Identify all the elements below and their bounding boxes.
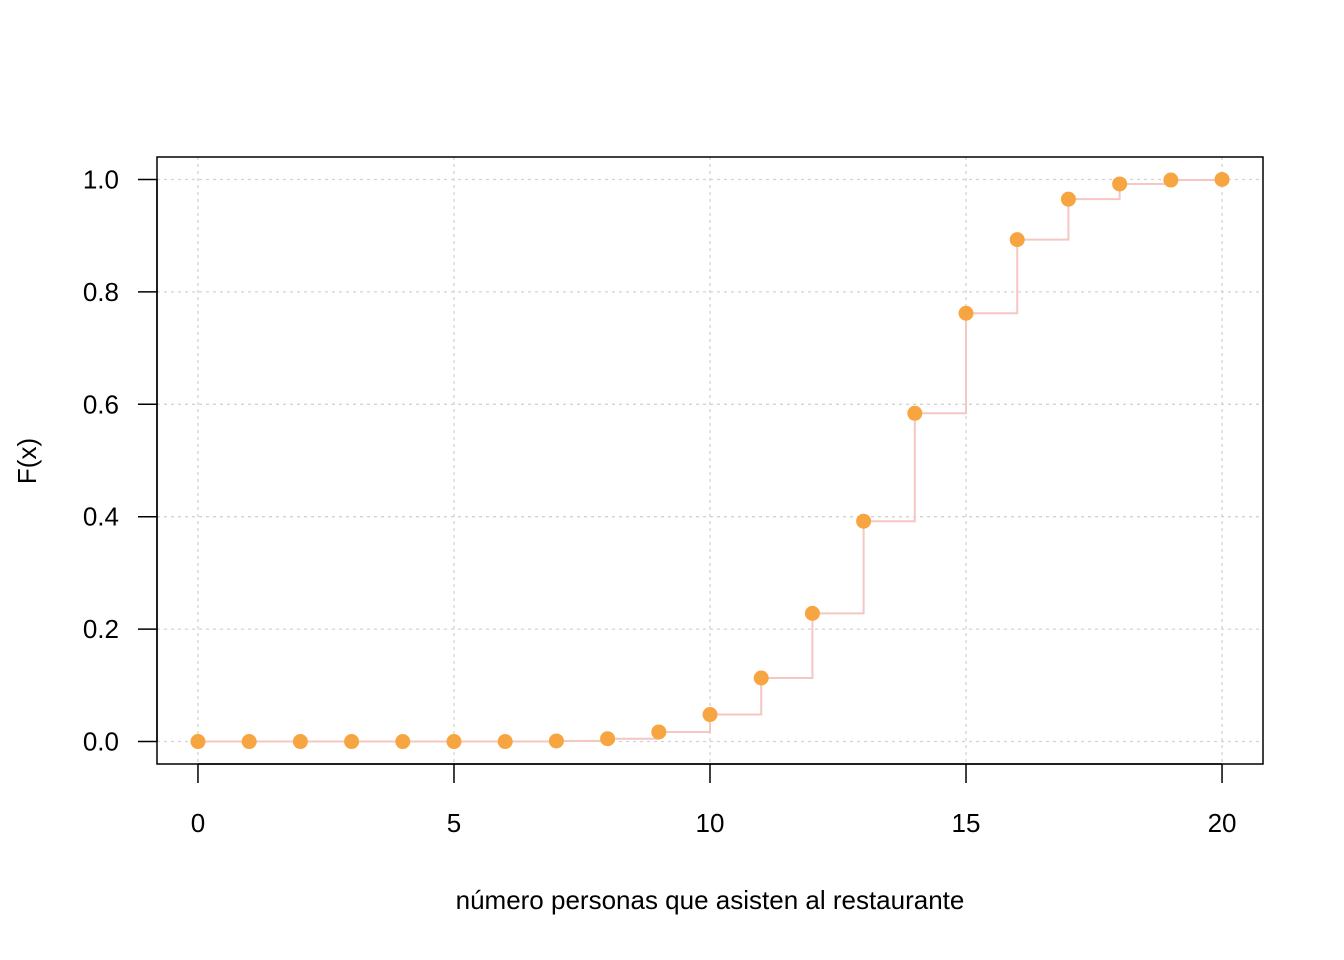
y-tick-label: 0.0 bbox=[83, 727, 119, 757]
data-point bbox=[651, 724, 667, 740]
y-tick-label: 0.4 bbox=[83, 502, 119, 532]
data-point bbox=[804, 605, 820, 621]
data-point bbox=[497, 734, 513, 750]
x-tick-label: 5 bbox=[447, 808, 461, 838]
data-point bbox=[856, 513, 872, 529]
data-point bbox=[241, 734, 257, 750]
data-point bbox=[600, 731, 616, 747]
data-point bbox=[548, 733, 564, 749]
data-point bbox=[907, 405, 923, 421]
step-line bbox=[197, 179, 1224, 743]
grid-lines bbox=[157, 157, 1263, 764]
data-point bbox=[344, 734, 360, 750]
y-tick-label: 0.2 bbox=[83, 614, 119, 644]
x-tick-label: 20 bbox=[1208, 808, 1237, 838]
data-point bbox=[1163, 172, 1179, 188]
x-tick-label: 0 bbox=[191, 808, 205, 838]
data-point bbox=[1009, 232, 1025, 248]
y-tick-label: 0.6 bbox=[83, 389, 119, 419]
x-axis-title: número personas que asisten al restauran… bbox=[456, 885, 965, 915]
data-point bbox=[395, 734, 411, 750]
data-point bbox=[1214, 171, 1230, 187]
y-tick-label: 1.0 bbox=[83, 164, 119, 194]
x-tick-label: 10 bbox=[696, 808, 725, 838]
y-axis: 0.0 0.2 0.4 0.6 0.8 1.0 bbox=[83, 164, 158, 757]
data-point bbox=[1112, 176, 1128, 192]
data-point bbox=[1060, 191, 1076, 207]
x-tick-label: 15 bbox=[952, 808, 981, 838]
data-point bbox=[702, 707, 718, 723]
y-axis-title: F(x) bbox=[12, 438, 42, 484]
cdf-step-line bbox=[197, 179, 1224, 743]
data-point bbox=[446, 734, 462, 750]
y-tick-label: 0.8 bbox=[83, 277, 119, 307]
data-point bbox=[292, 734, 308, 750]
x-axis: 0 5 10 15 20 bbox=[191, 763, 1237, 838]
data-point bbox=[190, 734, 206, 750]
data-points bbox=[190, 171, 1230, 750]
data-point bbox=[753, 670, 769, 686]
data-point bbox=[958, 305, 974, 321]
